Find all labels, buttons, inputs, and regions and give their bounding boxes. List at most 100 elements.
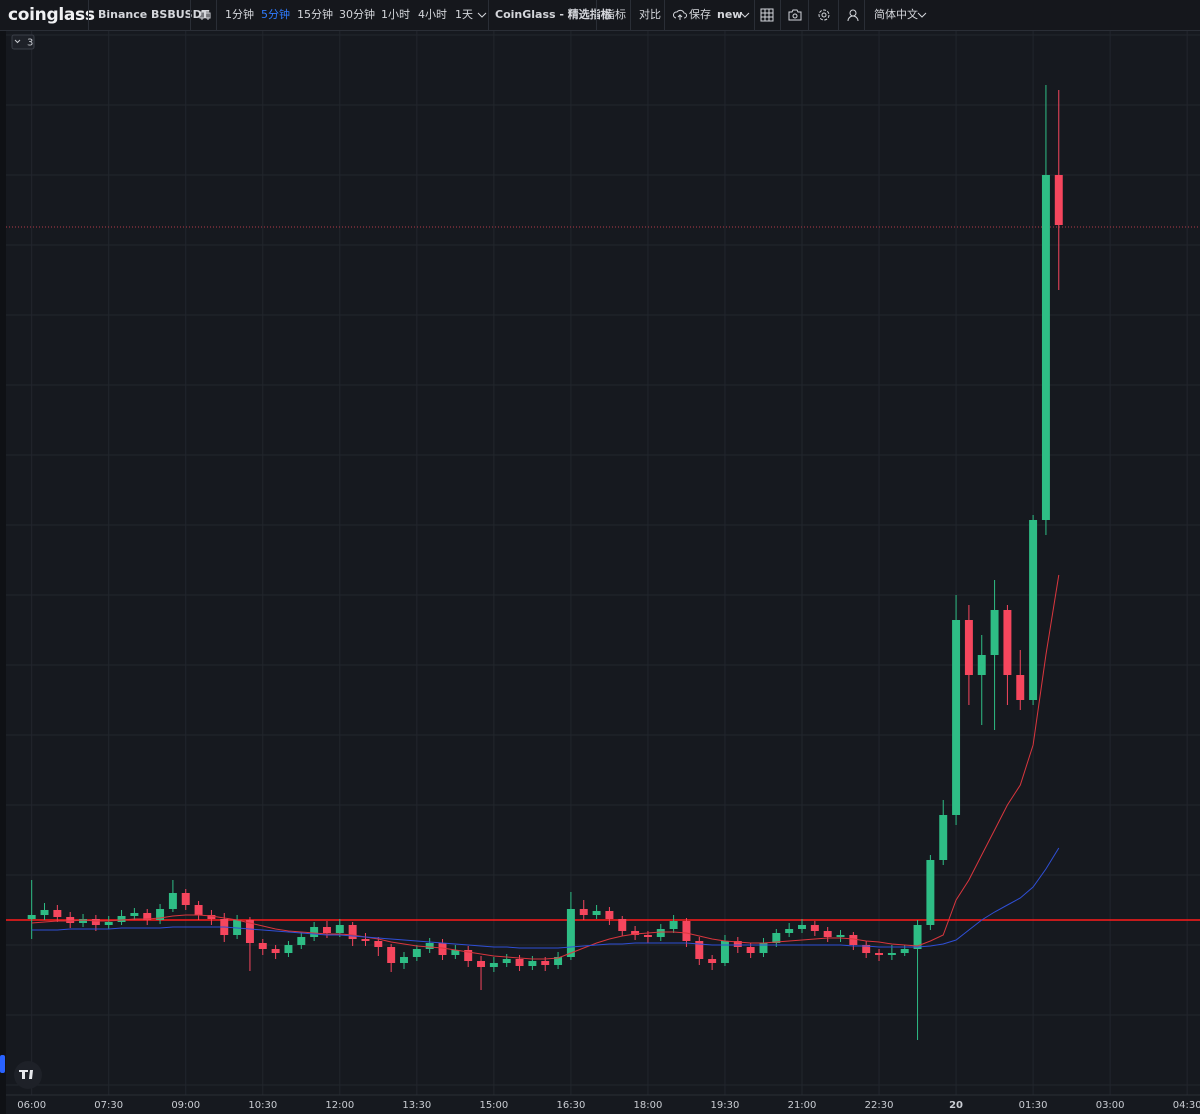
chart: 3 06:00 07:30 09:00 10:30 12:00 13:30 15:00 16:… bbox=[0, 31, 1200, 1114]
language-select[interactable]: 简体中文 bbox=[874, 8, 918, 21]
layout-icon[interactable] bbox=[760, 8, 774, 22]
candle-body bbox=[772, 933, 781, 943]
candle-body bbox=[939, 815, 948, 860]
separator bbox=[808, 0, 809, 30]
candle-body bbox=[168, 893, 177, 909]
x-tick-label: 13:30 bbox=[402, 1100, 431, 1111]
tv-logo[interactable] bbox=[14, 1061, 42, 1089]
interval[interactable]: 4小时 bbox=[418, 8, 447, 21]
separator bbox=[488, 0, 489, 30]
candle-body bbox=[592, 911, 601, 915]
x-tick-label: 19:30 bbox=[711, 1100, 740, 1111]
x-tick-label: 16:30 bbox=[556, 1100, 585, 1111]
candle-body bbox=[862, 945, 871, 953]
candle-body bbox=[438, 943, 447, 955]
interval[interactable]: 5分钟 bbox=[261, 8, 290, 21]
candle-body bbox=[502, 959, 511, 963]
candle-body bbox=[656, 929, 665, 937]
candle-body bbox=[990, 610, 999, 655]
separator bbox=[630, 0, 631, 30]
candle-body bbox=[156, 909, 165, 920]
candle-body bbox=[297, 937, 306, 945]
candle-body bbox=[464, 950, 473, 961]
candle-body bbox=[926, 860, 935, 925]
candle-body bbox=[669, 921, 678, 929]
candle-body bbox=[785, 929, 794, 933]
x-tick-label: 10:30 bbox=[248, 1100, 277, 1111]
candle-body bbox=[143, 913, 152, 920]
indicators-button[interactable]: 指标 bbox=[604, 8, 626, 21]
left-strip bbox=[0, 31, 6, 1114]
x-tick-label: 12:00 bbox=[325, 1100, 354, 1111]
candle-body bbox=[361, 939, 370, 941]
x-tick-label: 04:30 bbox=[1173, 1100, 1200, 1111]
chart-type-icon[interactable] bbox=[198, 8, 212, 22]
settings-icon[interactable] bbox=[817, 8, 831, 22]
candle-body bbox=[1003, 610, 1012, 675]
candle-body bbox=[1016, 675, 1025, 700]
candle-body bbox=[515, 959, 524, 966]
chevron[interactable] bbox=[740, 11, 750, 19]
interval[interactable]: 1分钟 bbox=[225, 8, 254, 21]
candle-body bbox=[1029, 520, 1038, 700]
logo[interactable]: coinglass bbox=[8, 5, 95, 25]
x-tick-label: 20 bbox=[949, 1100, 963, 1111]
candle-body bbox=[66, 917, 75, 923]
legend-toggle[interactable]: 3 bbox=[11, 34, 35, 50]
candle-body bbox=[130, 913, 139, 916]
candle-body bbox=[643, 935, 652, 937]
indicator-set[interactable]: CoinGlass - 精选指标 bbox=[495, 8, 612, 21]
separator bbox=[754, 0, 755, 30]
interval[interactable]: 1天 bbox=[455, 8, 473, 21]
candle-body bbox=[1054, 175, 1063, 225]
candle-body bbox=[40, 910, 49, 915]
candle-body bbox=[477, 961, 486, 967]
candle-body bbox=[310, 927, 319, 937]
candle-body bbox=[207, 915, 216, 919]
candle-body bbox=[528, 961, 537, 966]
candle-body bbox=[194, 905, 203, 915]
candle-body bbox=[695, 941, 704, 959]
save-button[interactable]: 保存 bbox=[689, 8, 711, 21]
user-icon[interactable] bbox=[846, 8, 860, 22]
x-tick-label: 15:00 bbox=[479, 1100, 508, 1111]
legend-count: 3 bbox=[27, 38, 33, 49]
x-tick-label: 18:00 bbox=[634, 1100, 663, 1111]
candle-body bbox=[836, 935, 845, 937]
candle-body bbox=[79, 919, 88, 923]
interval[interactable]: 15分钟 bbox=[297, 8, 333, 21]
candle-body bbox=[900, 949, 909, 953]
moving-average bbox=[31, 847, 1060, 949]
interval[interactable]: 1小时 bbox=[381, 8, 410, 21]
candle-body bbox=[374, 941, 383, 947]
symbol[interactable]: Binance BSBUSDT bbox=[98, 8, 210, 21]
cloud-icon[interactable] bbox=[673, 9, 687, 21]
separator bbox=[190, 0, 191, 30]
candle-body bbox=[27, 915, 36, 919]
candle-body bbox=[720, 941, 729, 963]
candle-body bbox=[887, 953, 896, 955]
chevron[interactable] bbox=[477, 11, 487, 19]
x-tick-label: 09:00 bbox=[171, 1100, 200, 1111]
toolbar: coinglass Binance BSBUSDT 1分钟 5分钟 15分钟 3… bbox=[0, 0, 1200, 31]
interval[interactable]: 30分钟 bbox=[339, 8, 375, 21]
candle-body bbox=[875, 953, 884, 955]
plot bbox=[6, 31, 1200, 1095]
moving-average bbox=[31, 574, 1060, 960]
candle-body bbox=[746, 947, 755, 953]
candle-body bbox=[425, 943, 434, 949]
chevron[interactable] bbox=[917, 11, 927, 19]
layout-name[interactable]: new bbox=[717, 8, 743, 21]
candle-body bbox=[104, 922, 113, 925]
compare-button[interactable]: 对比 bbox=[639, 8, 661, 21]
separator bbox=[216, 0, 217, 30]
candle-body bbox=[400, 957, 408, 963]
separator bbox=[88, 0, 89, 30]
candle-body bbox=[733, 941, 742, 947]
candle-body bbox=[322, 927, 331, 933]
camera-icon[interactable] bbox=[788, 9, 802, 21]
candle-body bbox=[271, 949, 280, 953]
candle-body bbox=[849, 935, 858, 945]
x-tick-label: 22:30 bbox=[865, 1100, 894, 1111]
side-tab[interactable] bbox=[0, 1055, 5, 1073]
